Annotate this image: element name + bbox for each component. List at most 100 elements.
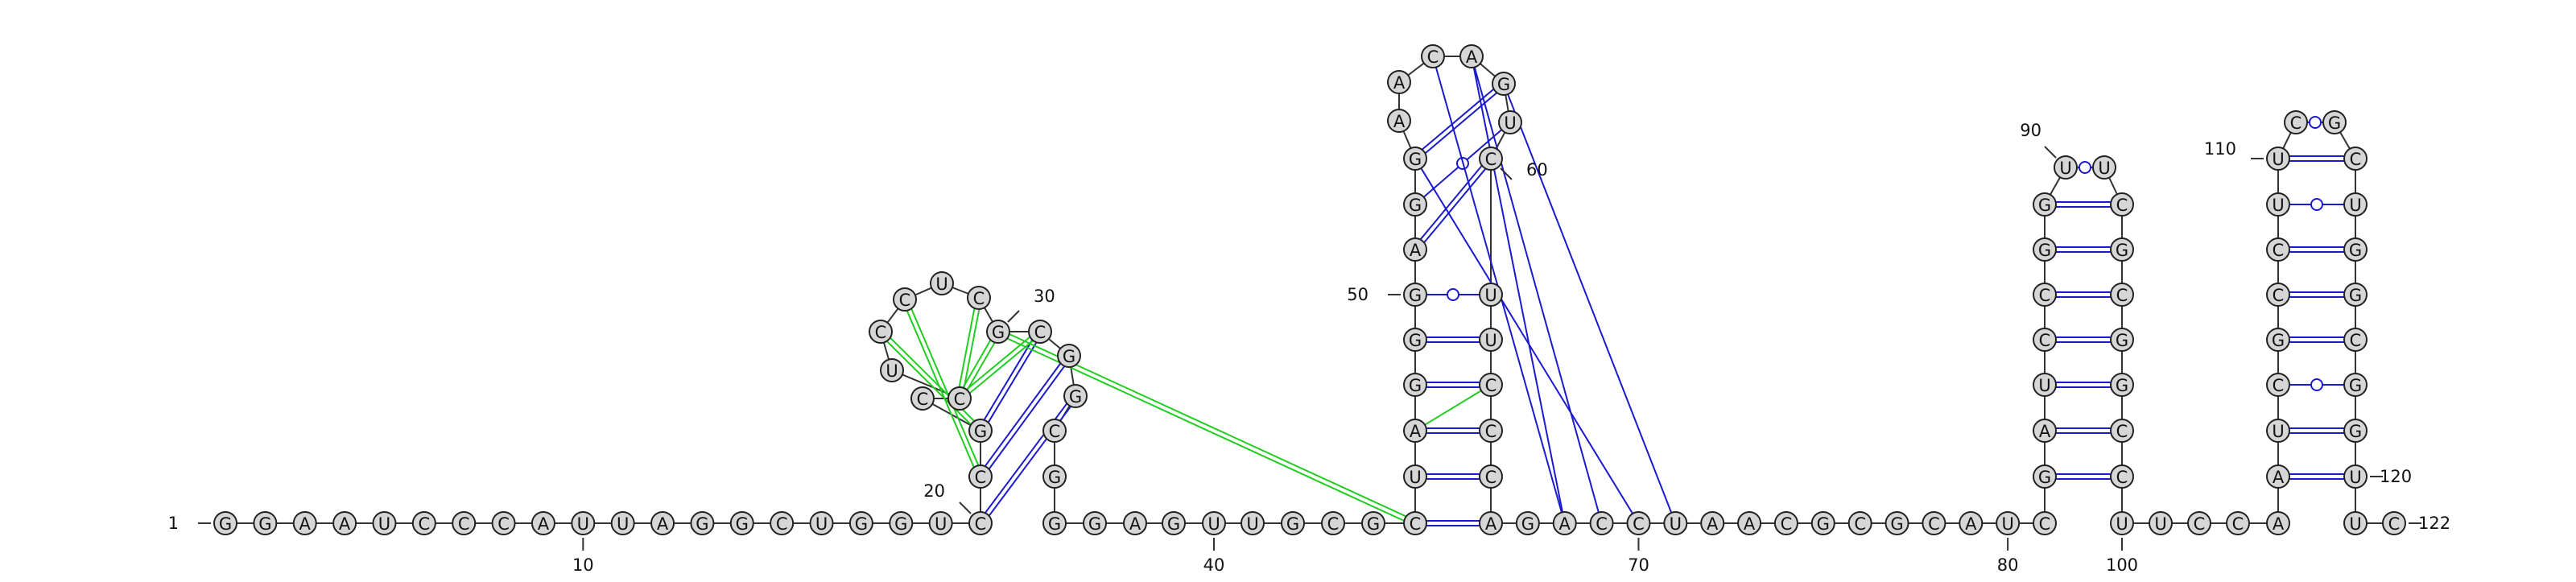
nucleotide-letter: G (1409, 196, 1422, 215)
nucleotide-circle (986, 320, 1010, 344)
nucleotide-circle (571, 511, 596, 535)
nucleotide-circle (1403, 373, 1427, 397)
nucleotide-circle (848, 511, 873, 535)
nucleotide-letter: C (2273, 286, 2285, 305)
nucleotide-112: G (2322, 110, 2347, 134)
nucleotide-letter: C (1427, 47, 1439, 67)
nucleotide-letter: C (2039, 514, 2051, 534)
nucleotide-circle (2110, 511, 2134, 535)
nucleotide-circle (690, 511, 715, 535)
nucleotide-21: C (968, 464, 993, 489)
nucleotide-91: C (2110, 192, 2134, 217)
nucleotide-26: C (869, 320, 893, 344)
nucleotide-letter: G (1409, 331, 1422, 350)
nucleotide-1: G (213, 511, 237, 535)
nucleotide-letter: C (973, 289, 985, 308)
nucleotide-letter: C (1485, 376, 1497, 395)
nucleotide-29: C (967, 286, 991, 310)
nucleotide-circle (530, 511, 555, 535)
nucleotide-27: C (893, 287, 917, 312)
nucleotide-7: C (452, 511, 477, 535)
nucleotide-letter: U (2349, 196, 2361, 215)
nucleotide-circle (2110, 464, 2134, 489)
nucleotide-circle (1959, 511, 1984, 535)
position-label-110: 110 (2204, 139, 2236, 159)
nucleotide-circle (1552, 511, 1577, 535)
nucleotide-letter: A (1707, 514, 1719, 534)
nucleotide-circle (2054, 155, 2078, 180)
nucleotide-circle (1028, 320, 1052, 344)
wobble-pair-marker (2310, 198, 2323, 211)
nucleotide-circle (1281, 511, 1305, 535)
nucleotide-circle (1773, 511, 1798, 535)
nucleotide-116: G (2343, 283, 2368, 307)
nucleotide-circle (1996, 511, 2021, 535)
nucleotide-letter: G (258, 514, 271, 534)
nucleotide-letter: A (1559, 514, 1571, 534)
nucleotide-circle (2266, 147, 2290, 171)
nucleotide-51: A (1403, 237, 1427, 262)
nucleotide-4: A (332, 511, 357, 535)
nucleotide-32: G (1057, 344, 1081, 368)
nucleotide-11: U (610, 511, 635, 535)
nucleotide-99: U (2149, 511, 2173, 535)
nucleotide-circle (2033, 283, 2057, 307)
nucleotide-letter: A (657, 514, 669, 534)
nucleotide-circle (1403, 147, 1427, 171)
base-pair-line (963, 309, 980, 389)
nucleotide-letter: G (1409, 286, 1422, 305)
long-range-pair-line (1424, 390, 1482, 426)
nucleotide-letter: G (2116, 241, 2128, 260)
nucleotide-letter: G (2038, 196, 2051, 215)
nucleotide-letter: C (1596, 514, 1608, 534)
nucleotide-63: C (1479, 373, 1503, 397)
position-label-50: 50 (1347, 285, 1368, 304)
nucleotide-letter: A (1410, 241, 1422, 260)
nucleotide-letter: C (2350, 150, 2362, 169)
nucleotide-54: A (1387, 109, 1411, 133)
nucleotide-82: G (2033, 464, 2057, 489)
nucleotide-19: U (928, 511, 953, 535)
nucleotide-letter: G (2116, 331, 2128, 350)
nucleotide-circle (1847, 511, 1872, 535)
nucleotide-letter: G (219, 514, 232, 534)
base-pair-line (886, 341, 972, 425)
nucleotide-93: C (2110, 283, 2134, 307)
nucleotide-38: A (1123, 511, 1147, 535)
nucleotide-circle (1042, 511, 1067, 535)
nucleotide-letter: U (2349, 514, 2361, 534)
nucleotide-circle (2033, 237, 2057, 262)
nucleotide-letter: A (339, 514, 351, 534)
nucleotide-circle (2322, 110, 2347, 134)
nucleotide-85: C (2033, 328, 2057, 352)
nucleotide-circle (893, 287, 917, 312)
base-pair-line (962, 340, 992, 388)
nucleotide-circle (967, 286, 991, 310)
nucleotide-letter: U (815, 514, 828, 534)
nucleotide-circle (1737, 511, 1762, 535)
nucleotide-circle (1421, 44, 1445, 68)
nucleotide-circle (2110, 328, 2134, 352)
nucleotide-letter: C (1485, 422, 1497, 441)
nucleotide-circle (2343, 147, 2368, 171)
nucleotide-letter: U (2272, 150, 2284, 169)
nucleotide-circle (2033, 511, 2057, 535)
nucleotide-letter: A (538, 514, 550, 534)
nucleotide-letter: C (1854, 514, 1866, 534)
nucleotide-18: G (889, 511, 914, 535)
nucleotide-circle (2266, 237, 2290, 262)
nucleotide-56: C (1421, 44, 1445, 68)
nucleotide-circle (2266, 464, 2290, 489)
nucleotide-letter: A (299, 514, 312, 534)
nucleotide-letter: C (2273, 241, 2285, 260)
nucleotide-114: U (2343, 192, 2368, 217)
nucleotide-34: C (1042, 419, 1067, 443)
nucleotide-letter: C (2350, 331, 2362, 350)
nucleotide-46: U (1403, 464, 1427, 489)
nucleotide-98: U (2110, 511, 2134, 535)
nucleotide-83: A (2033, 419, 2057, 443)
nucleotide-circle (2033, 373, 2057, 397)
nucleotide-letter: G (1521, 514, 1534, 534)
nucleotide-letter: U (2349, 468, 2361, 487)
nucleotide-letter: C (1485, 150, 1497, 169)
